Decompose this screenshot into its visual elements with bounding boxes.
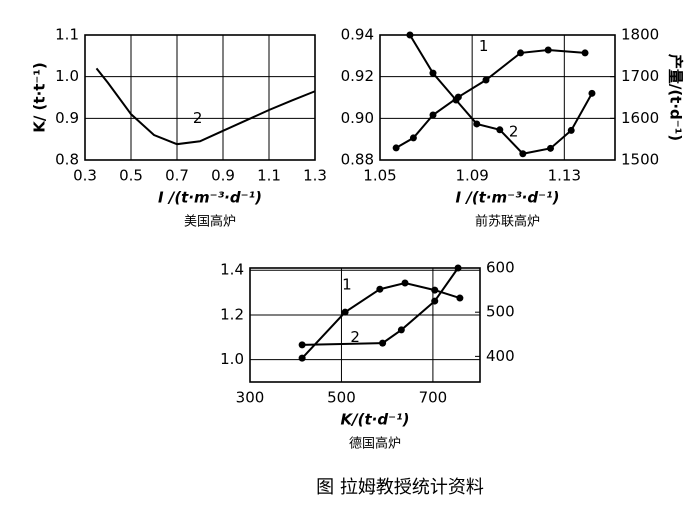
y-tick-label: 0.94	[341, 26, 374, 44]
y-tick-label: 1.1	[55, 26, 79, 44]
data-point	[482, 76, 490, 84]
x-tick-label: 1.3	[303, 167, 327, 185]
x-tick-label: 300	[236, 389, 265, 407]
y-axis-label: K/ (t·t⁻¹)	[31, 62, 49, 133]
data-point	[341, 308, 349, 316]
x-tick-label: 1.13	[548, 167, 581, 185]
y-tick-label: 0.92	[341, 67, 374, 85]
x-tick-label: 500	[327, 389, 356, 407]
y-tick-label: 0.9	[55, 109, 79, 127]
y-tick-label: 0.88	[341, 151, 374, 169]
data-point	[517, 49, 525, 57]
data-point	[588, 89, 596, 97]
chart-title: 德国高炉	[349, 436, 401, 452]
y2-axis-label: 产量/(t·d⁻¹)	[667, 54, 685, 141]
data-point	[544, 46, 552, 54]
x-tick-label: 0.3	[73, 167, 97, 185]
y-tick-label: 1.4	[220, 261, 244, 279]
series-line	[301, 281, 461, 359]
x-axis-label: K/(t·d⁻¹)	[341, 411, 410, 429]
data-point	[298, 341, 306, 349]
series-line	[395, 48, 586, 149]
y-tick-label: 1.0	[55, 67, 79, 85]
y2-tick-label: 1500	[621, 151, 659, 169]
data-point	[298, 354, 306, 362]
data-point	[379, 339, 387, 347]
y2-tick-label: 500	[486, 303, 515, 321]
y2-tick-label: 1700	[621, 67, 659, 85]
data-point	[397, 326, 405, 334]
data-point	[429, 69, 437, 77]
data-point	[431, 297, 439, 305]
data-point	[567, 126, 575, 134]
caption: 图 拉姆教授统计资料	[316, 477, 484, 498]
y-tick-label: 0.8	[55, 151, 79, 169]
y-tick-label: 0.90	[341, 109, 374, 127]
y-tick-label: 1.0	[220, 350, 244, 368]
annotation: 1	[479, 37, 489, 55]
data-point	[581, 49, 589, 57]
data-point	[454, 264, 462, 272]
data-point	[496, 126, 504, 134]
data-point	[473, 120, 481, 128]
data-point	[401, 279, 409, 287]
plot-frame	[379, 34, 616, 161]
data-point	[431, 286, 439, 294]
annotation: 2	[350, 328, 360, 346]
data-point	[406, 31, 414, 39]
series-line	[95, 67, 316, 146]
x-tick-label: 700	[419, 389, 448, 407]
y2-tick-label: 400	[486, 347, 515, 365]
x-tick-label: 1.09	[455, 167, 488, 185]
x-tick-label: 0.5	[119, 167, 143, 185]
data-point	[376, 285, 384, 293]
annotation: 1	[342, 275, 352, 293]
chart-title: 前苏联高炉	[475, 214, 540, 230]
plot-frame	[84, 34, 316, 161]
x-tick-label: 0.9	[211, 167, 235, 185]
data-point	[409, 134, 417, 142]
data-point	[392, 144, 400, 152]
x-tick-label: 1.05	[363, 167, 396, 185]
annotation: 2	[193, 109, 203, 127]
x-axis-label: I /(t·m⁻³·d⁻¹)	[158, 189, 262, 207]
data-point	[519, 150, 527, 158]
data-point	[546, 144, 554, 152]
y2-tick-label: 1600	[621, 109, 659, 127]
y2-tick-label: 600	[486, 259, 515, 277]
x-axis-label: I /(t·m⁻³·d⁻¹)	[456, 189, 560, 207]
annotation: 2	[509, 122, 519, 140]
chart-title: 美国高炉	[184, 214, 236, 230]
x-tick-label: 1.1	[257, 167, 281, 185]
data-point	[429, 111, 437, 119]
x-tick-label: 0.7	[165, 167, 189, 185]
plot-frame	[249, 267, 481, 383]
y2-tick-label: 1800	[621, 26, 659, 44]
y-tick-label: 1.2	[220, 305, 244, 323]
data-point	[452, 96, 460, 104]
data-point	[456, 294, 464, 302]
